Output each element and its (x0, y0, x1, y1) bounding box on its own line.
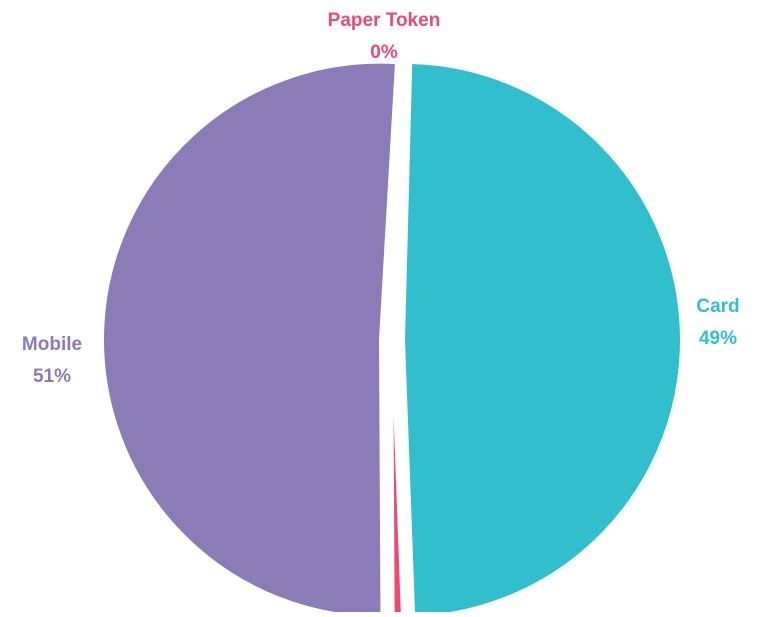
pie-slice-card (402, 62, 682, 617)
slice-category-label: Mobile (22, 334, 82, 355)
slice-category-label: Card (696, 296, 739, 317)
slice-percent-label: 49% (699, 328, 737, 349)
slice-percent-label: 51% (33, 366, 71, 387)
pie-slices (102, 61, 682, 617)
slice-category-label: Paper Token (328, 10, 441, 31)
pie-slice-mobile (102, 61, 398, 617)
slice-percent-label: 0% (370, 42, 398, 63)
pie-slice-paper-token (391, 351, 403, 617)
slice-labels: Card 49% Paper Token 0% Mobile 51% (22, 10, 740, 387)
